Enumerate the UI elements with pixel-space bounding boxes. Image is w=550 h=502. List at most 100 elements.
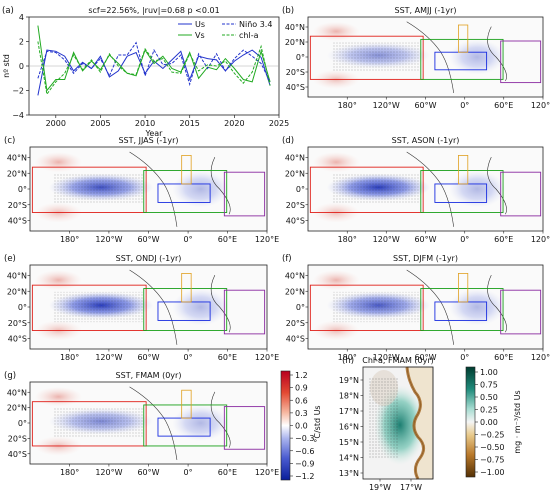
map-lat-tick-label: 20°N <box>285 38 305 47</box>
map-coastline-africa <box>210 156 231 215</box>
chl-colorbar-tick-label: 0.50 <box>480 393 498 402</box>
map-lat-tick-label: 20°S <box>286 68 305 77</box>
map-stippling <box>53 173 144 205</box>
map-lat-tick-label: 0° <box>296 303 305 312</box>
map-atlantic-anomaly <box>449 288 506 326</box>
map-panel-label: (e) <box>4 254 16 264</box>
map-lat-tick-label: 40°N <box>7 272 27 281</box>
map-atlantic-anomaly <box>172 288 230 326</box>
panel-a-ytick-label: 4 <box>19 13 24 22</box>
map-lon-tick-label: 120°W <box>95 235 122 244</box>
series-line-vs <box>37 25 271 92</box>
map-box-green <box>143 170 228 213</box>
map-positive-anomaly <box>34 270 83 291</box>
map-lon-tick-label: 60°E <box>218 353 237 362</box>
series-line-ni-o-3-4 <box>37 41 271 87</box>
map-lon-tick-label: 60°E <box>494 353 513 362</box>
sst-map-panel-b: (b) SST, AMJJ (-1yr) 180° 120°W 60°W 0° 60°E 12… <box>282 6 550 110</box>
map-lon-tick-label: 0° <box>460 353 469 362</box>
panel-h-lat-tick-label: 15°N <box>339 438 359 447</box>
map-coastline-africa <box>487 26 507 82</box>
panel-h-lat-tick-label: 18°N <box>339 392 359 401</box>
map-coastline-africa <box>487 156 507 215</box>
map-lon-tick-label: 60°E <box>218 235 237 244</box>
map-coastline-americas <box>129 386 178 460</box>
map-coastline-africa <box>210 391 231 448</box>
map-lon-tick-label: 120°E <box>255 353 279 362</box>
map-box-purple <box>500 289 542 335</box>
chl-colorbar-tick-label: 0.25 <box>480 406 498 415</box>
map-lat-tick-label: 20°S <box>8 201 27 210</box>
map-lat-tick-label: 0° <box>296 53 305 62</box>
map-panel-title: SST, FMAM (0yr) <box>116 371 182 380</box>
map-lon-tick-label: 60°W <box>137 235 159 244</box>
map-lat-tick-label: 20°S <box>8 319 27 328</box>
chl-colorbar-label: mg · m⁻³/std Us <box>513 390 522 453</box>
map-atlantic-anomaly <box>449 39 506 75</box>
series-line-chl-a <box>37 41 271 96</box>
panel-h-coastal-negative <box>405 366 425 480</box>
map-positive-anomaly <box>312 152 360 173</box>
map-panel-title: SST, DJFM (-1yr) <box>393 254 458 263</box>
map-lat-tick-label: 20°N <box>7 169 27 178</box>
map-stippling <box>331 291 421 323</box>
map-stippling <box>53 408 144 438</box>
sst-colorbar-ramp <box>280 370 291 481</box>
chl-colorbar-tick-label: −1.00 <box>480 468 505 477</box>
map-lat-tick-label: 40°N <box>7 388 27 397</box>
sst-map-panel-e: (e) SST, ONDJ (-1yr) 180° 120°W 60°W 0° 60°E 12… <box>4 254 279 362</box>
panel-h-chl-map: (h) Chl-a, FMAM (0yr) 19°N 18°N 17°N 16°N 15… <box>339 356 522 492</box>
map-lon-tick-label: 120°E <box>255 468 279 477</box>
map-atlantic-anomaly <box>172 404 230 442</box>
map-box-orange <box>181 272 192 303</box>
sst-colorbar-tick-label: −0.3 <box>295 434 314 443</box>
panel-a-ylabel: nº std <box>2 54 11 78</box>
panel-h-map: 19°N 18°N 17°N 16°N 15°N 14°N 13°N 19°W 17°W <box>339 366 434 492</box>
map-stippling <box>331 42 421 72</box>
map-lat-tick-label: 0° <box>18 419 27 428</box>
panel-h-lat-tick-label: 14°N <box>339 454 359 463</box>
map-panel-title: SST, ONDJ (-1yr) <box>116 254 182 263</box>
map-lat-tick-label: 40°S <box>286 217 305 226</box>
map-lat-tick-label: 20°S <box>286 201 305 210</box>
sst-colorbar-tick-label: 0.3 <box>295 409 308 418</box>
map-lon-tick-label: 60°E <box>494 235 513 244</box>
map-panel-label: (c) <box>4 136 15 146</box>
map-lat-tick-label: 40°N <box>7 154 27 163</box>
map-box-purple <box>223 406 266 450</box>
chl-colorbar-tick-label: 0.75 <box>480 381 498 390</box>
sst-colorbar: 1.2 0.9 0.6 0.3 0.0 −0.3 −0.6 −0.9 −1.2 °C/std U… <box>280 370 322 481</box>
map-box-green <box>420 288 504 331</box>
map-lat-tick-label: 20°N <box>285 169 305 178</box>
panel-h-lat-tick-label: 17°N <box>339 407 359 416</box>
map-lat-tick-label: 20°N <box>285 287 305 296</box>
map-box-red <box>31 166 147 213</box>
map-lat-tick-label: 40°N <box>285 154 305 163</box>
panel-a-timeseries: (a) scf=22.56%, |ruv|=0.68 p <0.01 2000 2… <box>2 6 289 138</box>
legend-label: Us <box>195 20 205 29</box>
map-lon-tick-label: 0° <box>460 101 469 110</box>
map-panel-label: (f) <box>282 254 292 264</box>
chl-colorbar-ramp <box>465 366 476 478</box>
map-positive-anomaly <box>312 21 360 41</box>
map-lon-tick-label: 180° <box>338 235 357 244</box>
panel-a-ytick-label: 2 <box>19 38 24 47</box>
map-lon-tick-label: 60°W <box>414 353 436 362</box>
map-box-orange <box>457 154 469 185</box>
map-box-green <box>420 38 504 80</box>
map-lat-tick-label: 20°N <box>7 404 27 413</box>
map-positive-anomaly <box>34 152 83 173</box>
map-box-purple <box>223 171 266 217</box>
map-lat-tick-label: 40°S <box>8 450 27 459</box>
map-lon-tick-label: 120°W <box>95 353 122 362</box>
map-coastline-americas <box>406 269 454 345</box>
panel-h-lon-tick-label: 17°W <box>400 483 422 492</box>
sst-colorbar-label: °C/std Us <box>313 405 322 442</box>
chl-colorbar-tick-label: 0.00 <box>480 418 498 427</box>
map-panel-label: (d) <box>282 136 294 146</box>
panel-h-title: Chl-a, FMAM (0yr) <box>362 356 434 365</box>
map-lon-tick-label: 180° <box>60 235 79 244</box>
map-panel-title: SST, JJAS (-1yr) <box>118 136 178 145</box>
map-lat-tick-label: 20°N <box>7 287 27 296</box>
